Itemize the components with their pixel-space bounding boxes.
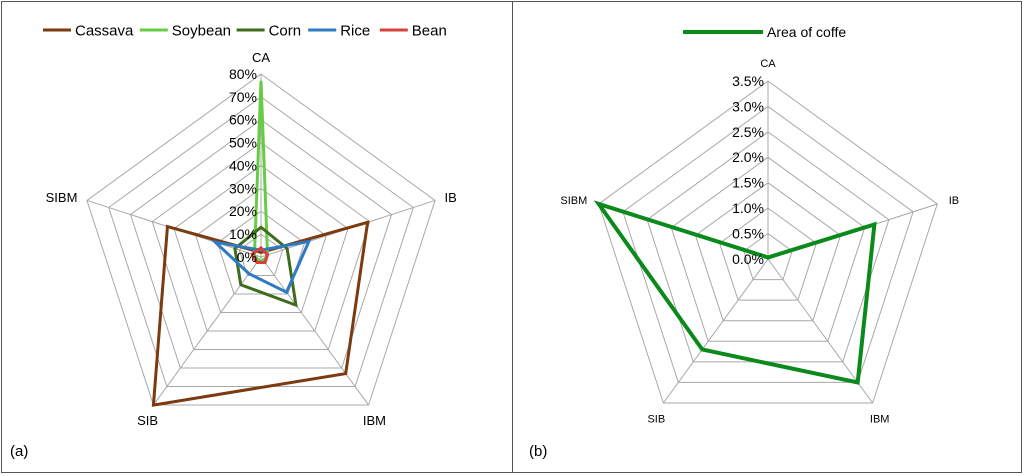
radar-chart-a: 0% 10% 20% 30% 40% 50% 60% 70% 80%CA IB IBM SIB SIBM… xyxy=(43,22,457,428)
panel-b: 0.0% 0.5% 1.0% 1.5% 2.0% 2.5% 3.0% 3.5% CA IB IBM S… xyxy=(512,1,1022,473)
tick-label: 0.5% xyxy=(732,225,764,241)
legend-label: Rice xyxy=(340,22,370,39)
tick-label: 70% xyxy=(229,89,257,105)
grid-ring xyxy=(598,80,938,404)
series-line-cassava xyxy=(151,220,370,407)
axis-label-ca: CA xyxy=(252,50,270,65)
tick-label: 2.0% xyxy=(732,149,764,165)
panel-label-b: (b) xyxy=(529,443,548,460)
grid-ring xyxy=(694,182,842,322)
tick-label: 10% xyxy=(229,226,257,242)
tick-label: 50% xyxy=(229,135,257,151)
series-line-soybean xyxy=(252,80,270,263)
panel-a: 0% 10% 20% 30% 40% 50% 60% 70% 80% CA IB IBM SIB SIBM… xyxy=(1,1,513,473)
grid-ring xyxy=(129,119,393,369)
tick-label: 3.5% xyxy=(732,73,764,89)
tick-label: 30% xyxy=(229,180,257,196)
grid-spoke xyxy=(662,258,769,404)
tick-label: 1.5% xyxy=(732,175,764,191)
grid-ring xyxy=(86,73,436,406)
tick-label: 1.0% xyxy=(732,200,764,216)
tick-label: 40% xyxy=(229,157,257,173)
grid-ring xyxy=(719,207,817,301)
legend-label: Cassava xyxy=(75,22,134,39)
legend-label: Area of coffe xyxy=(767,24,846,40)
axis-label-ibm: IBM xyxy=(363,413,386,428)
grid-spoke xyxy=(767,258,874,404)
tick-label: 60% xyxy=(229,112,257,128)
grid-spoke xyxy=(260,256,369,406)
radar-chart-b: 0.0% 0.5% 1.0% 1.5% 2.0% 2.5% 3.0% 3.5% CA IB IBM S… xyxy=(560,24,959,426)
grid-ring xyxy=(151,142,371,351)
grid-spoke xyxy=(153,256,262,406)
series-line-area-of-coffe xyxy=(593,200,877,385)
axis-label-sibm: SIBM xyxy=(46,190,78,205)
tick-label: 0% xyxy=(237,249,257,265)
tick-label: 20% xyxy=(229,203,257,219)
grid-ring xyxy=(173,164,349,332)
series-line-bean xyxy=(250,245,270,265)
axis-label-ib: IB xyxy=(949,195,959,207)
tick-label: 2.5% xyxy=(732,124,764,140)
axis-label-ibm: IBM xyxy=(870,414,890,426)
axis-label-sib: SIB xyxy=(647,414,665,426)
panel-label-a: (a) xyxy=(10,443,29,460)
axis-label-sib: SIB xyxy=(137,413,158,428)
axis-label-sibm: SIBM xyxy=(560,195,587,207)
legend-label: Soybean xyxy=(172,22,231,39)
legend-label: Corn xyxy=(269,22,302,39)
grid-ring xyxy=(216,210,306,295)
grid-ring xyxy=(743,232,793,281)
tick-label: 80% xyxy=(229,66,257,82)
axis-label-ca: CA xyxy=(760,58,776,70)
grid-ring xyxy=(622,105,914,383)
grid-ring xyxy=(670,156,866,342)
grid-ring xyxy=(195,187,327,314)
tick-label: 0.0% xyxy=(732,251,764,267)
tick-label: 3.0% xyxy=(732,98,764,114)
legend-label: Bean xyxy=(412,22,447,39)
axis-label-ib: IB xyxy=(445,190,457,205)
series-line-rice xyxy=(210,239,312,295)
